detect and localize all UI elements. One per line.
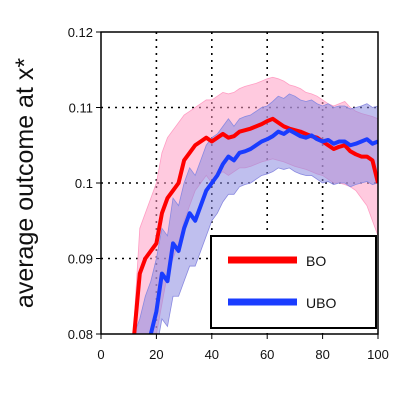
x-tick-label: 20 — [149, 347, 163, 362]
series-line-ubo — [148, 128, 378, 334]
x-tick-label: 60 — [260, 347, 274, 362]
legend: BO UBO — [210, 235, 377, 329]
y-axis-label: average outcome at x* — [11, 58, 39, 308]
legend-box — [210, 235, 377, 329]
x-tick-label: 40 — [205, 347, 219, 362]
x-axis-ticks: 0 20 40 60 80 100 — [97, 334, 389, 362]
x-tick-label: 0 — [97, 347, 104, 362]
x-tick-label: 80 — [315, 347, 329, 362]
y-tick-label: 0.1 — [75, 176, 93, 191]
y-tick-label: 0.12 — [68, 25, 93, 40]
x-tick-label: 100 — [367, 347, 389, 362]
y-axis-ticks: 0.08 0.09 0.1 0.11 0.12 — [68, 25, 101, 342]
legend-label-ubo: UBO — [306, 295, 336, 311]
y-tick-label: 0.08 — [68, 327, 93, 342]
y-tick-label: 0.09 — [68, 252, 93, 267]
band-ubo — [133, 93, 378, 334]
y-tick-label: 0.11 — [69, 101, 93, 116]
series-lines — [132, 116, 378, 334]
series-line-bo — [132, 116, 378, 334]
legend-label-bo: BO — [306, 253, 326, 269]
